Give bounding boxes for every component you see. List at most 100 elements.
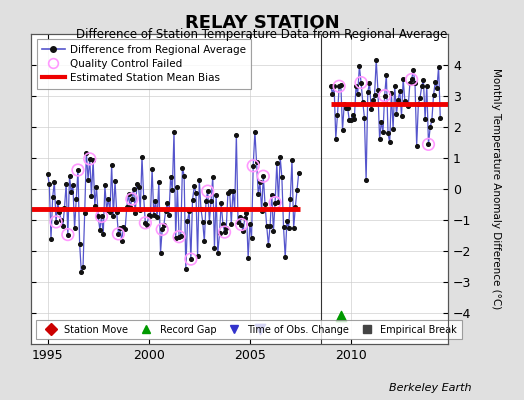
Point — [109, 213, 117, 219]
Point — [128, 196, 136, 202]
Point — [205, 219, 214, 225]
Point — [148, 166, 156, 172]
Point — [199, 218, 207, 225]
Point — [357, 79, 365, 86]
Point — [246, 221, 254, 228]
Point — [160, 222, 168, 228]
Point — [433, 85, 441, 92]
Point — [289, 225, 298, 231]
Y-axis label: Monthly Temperature Anomaly Difference (°C): Monthly Temperature Anomaly Difference (… — [490, 68, 501, 310]
Point — [326, 83, 335, 89]
Point — [352, 83, 360, 90]
Point — [224, 190, 232, 196]
Point — [155, 178, 163, 185]
Point — [382, 72, 390, 78]
Point — [402, 101, 411, 107]
Point — [221, 229, 229, 235]
Point — [261, 201, 269, 207]
Point — [97, 213, 106, 220]
Point — [387, 90, 396, 96]
Point — [424, 141, 433, 148]
Point — [377, 118, 386, 125]
Point — [133, 181, 141, 188]
Point — [138, 154, 146, 160]
Point — [91, 202, 99, 209]
Point — [94, 213, 102, 219]
Point — [167, 174, 175, 180]
Point — [215, 230, 224, 237]
Point — [49, 194, 57, 200]
Point — [123, 204, 131, 210]
Point — [263, 223, 271, 229]
Point — [129, 186, 138, 192]
Point — [175, 234, 183, 240]
Point — [47, 236, 55, 242]
Point — [190, 183, 199, 190]
Point — [135, 184, 143, 190]
Point — [107, 162, 116, 168]
Point — [70, 225, 79, 232]
Point — [171, 235, 180, 241]
Point — [63, 231, 72, 238]
Point — [242, 210, 250, 216]
Point — [360, 115, 368, 121]
Point — [436, 114, 444, 121]
Point — [268, 192, 276, 198]
Point — [161, 208, 170, 215]
Point — [247, 234, 256, 241]
Point — [429, 92, 438, 98]
Point — [209, 174, 217, 180]
Point — [266, 223, 274, 229]
Point — [332, 135, 340, 142]
Point — [210, 245, 219, 252]
Point — [271, 199, 279, 206]
Point — [339, 126, 347, 133]
Point — [151, 197, 160, 204]
Point — [340, 101, 348, 108]
Point — [249, 163, 257, 169]
Point — [82, 149, 91, 156]
Point — [52, 219, 60, 225]
Point — [63, 231, 72, 238]
Point — [156, 250, 165, 256]
Point — [113, 209, 121, 215]
Point — [424, 141, 433, 148]
Point — [256, 325, 264, 332]
Point — [131, 210, 139, 216]
Point — [168, 187, 177, 193]
Point — [79, 264, 87, 271]
Point — [114, 231, 123, 237]
Point — [241, 215, 249, 221]
Point — [212, 192, 220, 198]
Point — [197, 206, 205, 212]
Point — [358, 98, 367, 105]
Point — [158, 226, 167, 233]
Point — [43, 171, 52, 177]
Point — [136, 207, 145, 213]
Point — [350, 116, 358, 122]
Point — [269, 228, 278, 234]
Point — [392, 111, 401, 118]
Point — [253, 159, 261, 165]
Point — [372, 57, 380, 63]
Point — [55, 209, 63, 216]
Point — [89, 157, 97, 163]
Point — [126, 204, 134, 210]
Point — [141, 220, 149, 226]
Point — [411, 80, 419, 86]
Point — [193, 252, 202, 259]
Point — [52, 219, 60, 225]
Point — [111, 178, 119, 184]
Point — [119, 224, 128, 230]
Point — [399, 76, 407, 82]
Text: Difference of Station Temperature Data from Regional Average: Difference of Station Temperature Data f… — [77, 28, 447, 41]
Point — [202, 198, 210, 204]
Point — [149, 212, 158, 218]
Point — [343, 105, 352, 111]
Point — [237, 221, 246, 228]
Point — [422, 83, 431, 89]
Point — [170, 128, 178, 135]
Point — [101, 182, 109, 189]
Point — [99, 231, 107, 237]
Point — [50, 179, 59, 185]
